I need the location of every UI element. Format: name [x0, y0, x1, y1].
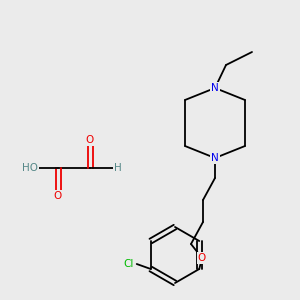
Text: Cl: Cl	[124, 259, 134, 269]
Text: O: O	[54, 191, 62, 201]
Text: N: N	[211, 83, 219, 93]
Text: O: O	[86, 135, 94, 145]
Text: HO: HO	[22, 163, 38, 173]
Text: O: O	[198, 253, 206, 263]
Text: N: N	[211, 153, 219, 163]
Text: H: H	[114, 163, 122, 173]
